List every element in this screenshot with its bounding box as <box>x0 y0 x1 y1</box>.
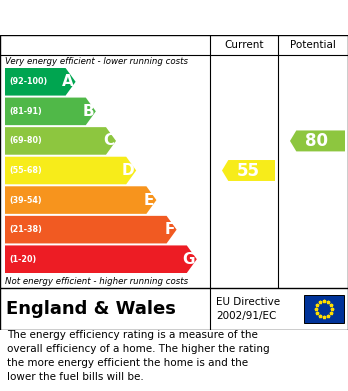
Text: Potential: Potential <box>290 40 336 50</box>
Polygon shape <box>5 186 156 214</box>
Text: Energy Efficiency Rating: Energy Efficiency Rating <box>10 9 239 27</box>
Text: (21-38): (21-38) <box>9 225 42 234</box>
Polygon shape <box>5 216 176 244</box>
Polygon shape <box>290 131 345 151</box>
Polygon shape <box>5 98 96 125</box>
Text: (1-20): (1-20) <box>9 255 36 264</box>
Text: (39-54): (39-54) <box>9 196 42 204</box>
Text: B: B <box>82 104 94 119</box>
Text: E: E <box>144 193 155 208</box>
Text: Current: Current <box>224 40 264 50</box>
Text: G: G <box>182 252 195 267</box>
Text: Not energy efficient - higher running costs: Not energy efficient - higher running co… <box>5 277 188 286</box>
Text: (55-68): (55-68) <box>9 166 42 175</box>
Text: 55: 55 <box>237 161 260 179</box>
Polygon shape <box>5 157 136 184</box>
Text: (69-80): (69-80) <box>9 136 42 145</box>
Bar <box>304 295 344 323</box>
Text: EU Directive
2002/91/EC: EU Directive 2002/91/EC <box>216 298 280 321</box>
Text: 80: 80 <box>306 132 329 150</box>
Text: The energy efficiency rating is a measure of the
overall efficiency of a home. T: The energy efficiency rating is a measur… <box>7 330 270 382</box>
Polygon shape <box>5 68 76 95</box>
Text: (92-100): (92-100) <box>9 77 47 86</box>
Text: England & Wales: England & Wales <box>6 300 176 318</box>
Polygon shape <box>5 127 116 155</box>
Text: (81-91): (81-91) <box>9 107 42 116</box>
Text: Very energy efficient - lower running costs: Very energy efficient - lower running co… <box>5 57 188 66</box>
Polygon shape <box>5 246 197 273</box>
Polygon shape <box>222 160 275 181</box>
Text: C: C <box>103 133 114 149</box>
Text: D: D <box>121 163 134 178</box>
Text: F: F <box>164 222 175 237</box>
Text: A: A <box>62 74 73 89</box>
